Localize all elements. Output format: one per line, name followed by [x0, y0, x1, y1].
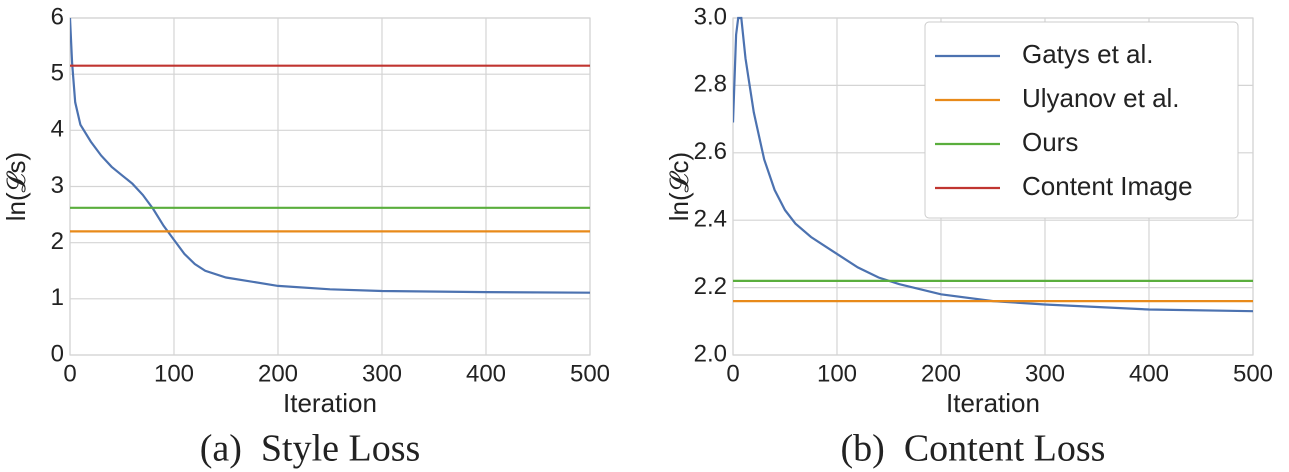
- legend-label: Ulyanov et al.: [1022, 83, 1180, 113]
- y-tick-label: 2: [51, 228, 64, 255]
- y-tick-label: 6: [51, 3, 64, 30]
- legend-label: Gatys et al.: [1022, 39, 1154, 69]
- subplot-title: (a) Style Loss: [200, 428, 421, 470]
- y-tick-label: 5: [51, 60, 64, 87]
- y-tick-label: 2.0: [694, 340, 727, 367]
- y-tick-label: 0: [51, 340, 64, 367]
- x-tick-label: 300: [1025, 360, 1065, 387]
- x-tick-label: 300: [362, 360, 402, 387]
- y-tick-label: 2.2: [694, 273, 727, 300]
- series-line: [70, 17, 590, 294]
- subplot-title: (b) Content Loss: [841, 428, 1106, 470]
- x-tick-label: 100: [154, 360, 194, 387]
- x-tick-label: 100: [817, 360, 857, 387]
- x-tick-label: 500: [1233, 360, 1273, 387]
- y-tick-label: 3: [51, 172, 64, 199]
- y-axis-label: ln(𝓛s): [1, 152, 31, 221]
- legend: Gatys et al. Ulyanov et al. Ours Content Im…: [924, 21, 1239, 219]
- y-axis-label: ln(𝓛c): [664, 152, 694, 221]
- y-tick-label: 2.8: [694, 71, 727, 98]
- y-tick-label: 1: [51, 284, 64, 311]
- x-tick-label: 200: [258, 360, 298, 387]
- subplot: 0 100 200 300 400 500 2.0 2.2 2.4 2.6 2.8 3.0 Iterat…: [664, 3, 1273, 469]
- x-tick-label: 400: [466, 360, 506, 387]
- x-tick-label: 0: [726, 360, 739, 387]
- legend-box: [924, 21, 1239, 219]
- subplot: 0 100 200 300 400 500 0 1 2 3 4 5 6 Iteration ln(𝓛s) (a…: [1, 3, 610, 469]
- x-tick-label: 500: [570, 360, 610, 387]
- x-axis-label: Iteration: [283, 388, 377, 418]
- x-tick-label: 0: [63, 360, 76, 387]
- x-tick-label: 400: [1129, 360, 1169, 387]
- y-tick-label: 4: [51, 116, 64, 143]
- series-line: [733, 16, 1253, 313]
- y-tick-label: 2.4: [694, 206, 727, 233]
- legend-label: Content Image: [1022, 171, 1193, 201]
- x-tick-label: 200: [921, 360, 961, 387]
- x-axis-label: Iteration: [946, 388, 1040, 418]
- legend-label: Ours: [1022, 127, 1078, 157]
- y-tick-label: 3.0: [694, 3, 727, 30]
- y-tick-label: 2.6: [694, 138, 727, 165]
